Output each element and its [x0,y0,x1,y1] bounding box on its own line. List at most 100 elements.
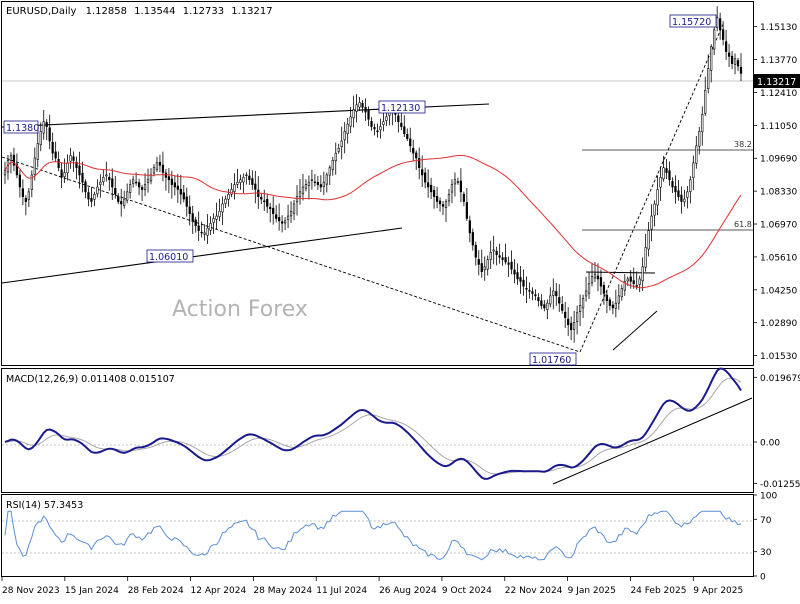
candle-body [701,114,704,133]
candle-body [713,29,716,50]
candle-body [24,197,27,202]
candle-body [710,46,713,71]
candle-body [260,196,263,200]
macd-tick-label: 0.019679 [760,374,800,384]
time-axis: 28 Nov 2023 15 Jan 2024 28 Feb 2024 12 Apr … [1,577,743,596]
candle-body [123,198,126,206]
candle-body [683,198,686,203]
candle-body [286,215,290,220]
candle-body [733,58,737,65]
candle-body [334,152,337,162]
lower-channel-line [1,227,403,284]
candle-body [87,192,90,200]
svg-text:1.12130: 1.12130 [381,103,420,114]
time-tick-label: 15 Jan 2024 [65,586,119,596]
candle-body [647,230,650,250]
candle-body [689,179,692,192]
candle-body [212,218,215,223]
candle-body [42,121,45,134]
candle-body [605,294,609,301]
candle-body [480,263,483,272]
candle-body [66,162,69,174]
candle-body [191,213,194,222]
candle-body [638,278,641,285]
candle-body [328,167,331,176]
candle-body [114,188,117,195]
candle-body [206,227,209,236]
candle-body [704,89,707,114]
candle-body [155,162,159,170]
symbol-label: EURUSD,Daily [6,6,77,17]
candle-body [608,299,612,306]
candle-body [382,121,385,125]
candle-body [707,68,710,89]
candle-body [573,322,576,330]
candle-body [63,172,66,177]
candle-body [680,194,683,202]
candle-body [75,161,78,168]
price-tick-label: 1.06970 [760,221,797,231]
current-price-box: 1.13217 [754,74,800,88]
candle-body [292,203,296,214]
macd-panel-frame [1,368,754,493]
time-tick-label: 9 Oct 2024 [442,586,492,596]
candle-body [468,220,471,234]
price-panel-frame [1,1,754,366]
candle-body [614,302,617,309]
time-tick-label: 22 Nov 2024 [505,586,563,596]
candle-body [534,294,537,297]
candle-body [584,290,588,297]
candle-body [418,158,421,168]
candle-body [736,60,740,67]
candle-body [263,200,266,202]
candle-body [242,177,245,183]
candle-body [364,106,367,113]
candle-body [581,297,585,309]
candle-body [111,178,114,188]
candle-body [105,174,108,177]
svg-text:1.01760: 1.01760 [532,355,571,366]
price-tick-label: 1.04250 [760,286,797,296]
candle-body [421,169,424,176]
candle-body [102,177,105,183]
macd-main-line [4,367,742,480]
candle-body [316,181,319,185]
candle-body [143,184,147,190]
candle-body [653,203,656,216]
candle-body [528,290,531,292]
candle-body [361,102,364,108]
candle-body [456,181,460,183]
candle-body [272,207,275,214]
candle-body [558,297,561,304]
candle-body [730,55,734,64]
candle-body [188,206,191,214]
candle-body [254,183,257,190]
candle-body [93,193,96,200]
open-value: 1.12858 [86,6,127,17]
candle-body [310,179,314,181]
candle-body [716,17,719,28]
candle-body [140,187,144,190]
candle-body [45,122,48,127]
candle-body [3,169,7,176]
price-tick-label: 1.05610 [760,253,797,263]
time-tick-label: 28 May 2024 [253,586,312,596]
candle-body [462,193,465,202]
svg-text:1.1380: 1.1380 [6,123,39,134]
candle-body [352,109,355,119]
candle-body [30,174,33,190]
price-tick-label: 1.11050 [760,122,797,132]
candle-body [555,291,558,297]
candle-body [441,204,445,207]
watermark: Action Forex [172,297,308,322]
label-1060: 1.06010 [146,249,194,263]
candle-body [60,169,63,178]
candle-body [325,174,328,185]
candle-body [695,145,698,164]
candle-body [72,156,75,161]
candle-body [644,247,647,268]
price-tick-label: 1.09690 [760,155,797,165]
candle-body [340,140,343,147]
candle-body [108,176,111,181]
candle-body [281,221,284,224]
